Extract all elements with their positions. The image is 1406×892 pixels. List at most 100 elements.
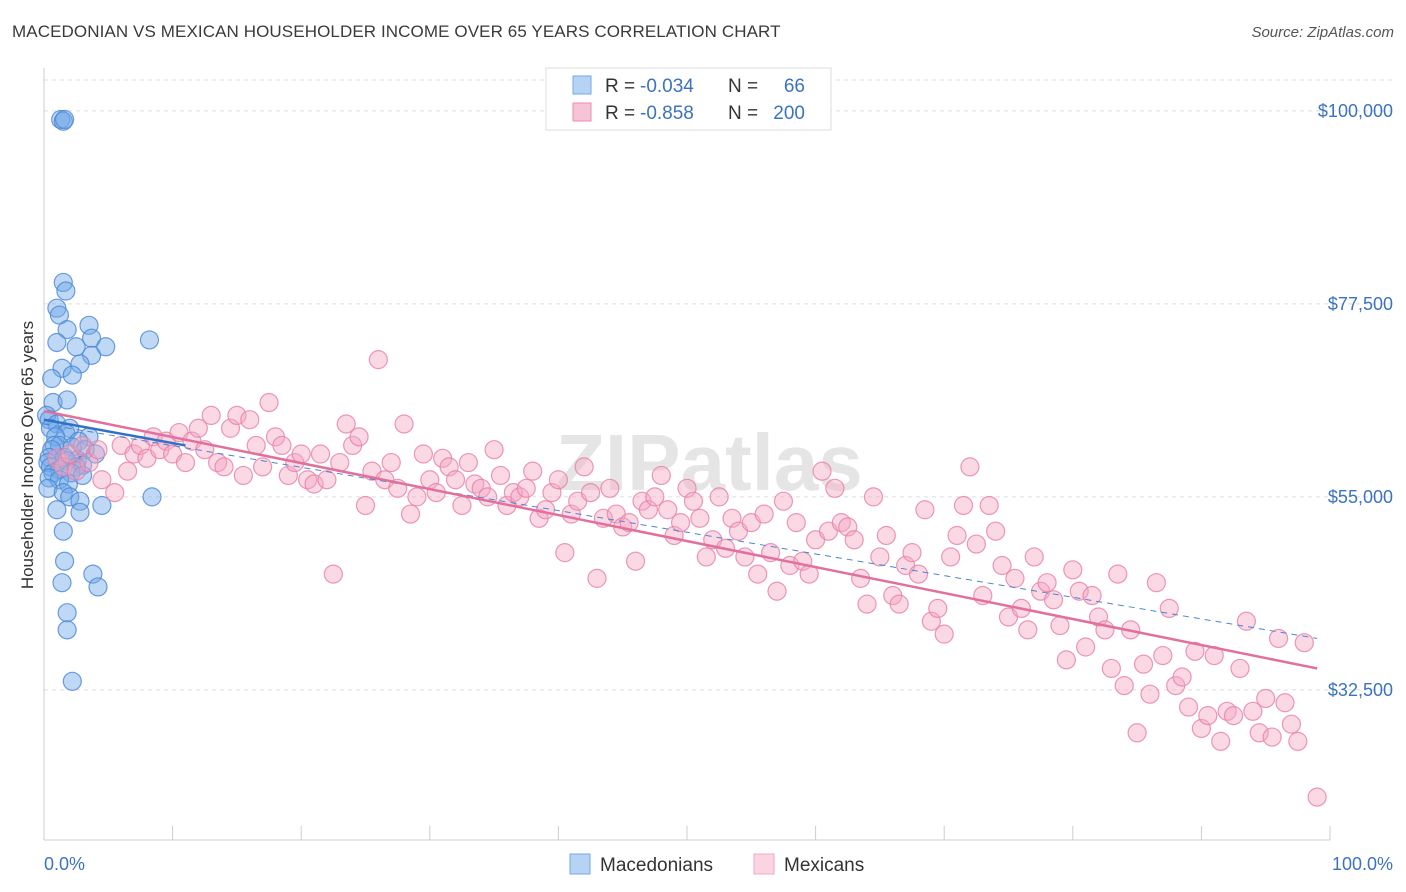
data-point-mexicans xyxy=(516,478,536,498)
data-point-mexicans xyxy=(555,543,575,563)
data-point-mexicans xyxy=(748,564,768,584)
data-point-macedonians xyxy=(70,491,90,511)
data-point-mexicans xyxy=(825,478,845,498)
data-point-mexicans xyxy=(683,491,704,511)
data-point-macedonians xyxy=(38,478,58,498)
data-point-macedonians xyxy=(57,620,77,640)
data-point-mexicans xyxy=(1076,637,1096,657)
data-point-mexicans xyxy=(310,444,331,464)
data-point-mexicans xyxy=(1050,615,1070,636)
legend-r-value: -0.858 xyxy=(640,103,694,124)
data-point-macedonians xyxy=(52,358,72,378)
data-point-mexicans xyxy=(1249,723,1269,743)
data-point-mexicans xyxy=(458,452,478,473)
data-point-mexicans xyxy=(844,530,864,550)
grid-lines xyxy=(44,79,1393,691)
data-point-mexicans xyxy=(336,414,356,434)
data-point-mexicans xyxy=(1223,706,1244,726)
bottom-legend-label: Macedonians xyxy=(600,855,713,876)
data-point-mexicans xyxy=(1024,547,1044,567)
data-point-mexicans xyxy=(253,457,273,477)
data-point-mexicans xyxy=(1178,697,1199,717)
data-point-mexicans xyxy=(88,440,108,460)
data-point-mexicans xyxy=(979,495,999,516)
data-point-mexicans xyxy=(812,461,832,481)
watermark: ZIPatlas xyxy=(556,418,863,507)
data-point-mexicans xyxy=(696,547,716,567)
data-point-mexicans xyxy=(484,440,504,460)
data-point-macedonians xyxy=(70,502,90,522)
data-point-mexicans xyxy=(690,508,710,528)
data-point-macedonians xyxy=(142,487,162,507)
data-point-mexicans xyxy=(651,465,671,486)
data-point-mexicans xyxy=(863,487,884,507)
bottom-legend-swatch xyxy=(569,853,591,875)
data-point-mexicans xyxy=(625,551,646,571)
data-point-mexicans xyxy=(1198,706,1218,726)
data-points xyxy=(36,109,1327,807)
legend-r-value: -0.034 xyxy=(640,76,694,97)
data-point-mexicans xyxy=(323,564,343,584)
y-tick-label: $100,000 xyxy=(1318,101,1393,121)
data-point-mexicans xyxy=(992,555,1012,576)
data-point-mexicans xyxy=(1063,560,1083,580)
y-axis-label: Householder Income Over 65 years xyxy=(18,321,37,589)
data-point-mexicans xyxy=(1281,714,1302,734)
data-point-mexicans xyxy=(1211,731,1231,751)
data-point-macedonians xyxy=(52,573,72,593)
x-tick-label: 100.0% xyxy=(1332,854,1393,874)
data-point-mexicans xyxy=(1256,688,1276,709)
data-point-mexicans xyxy=(535,500,556,520)
data-point-mexicans xyxy=(368,350,388,370)
legend-n-value: 66 xyxy=(784,76,805,97)
data-point-mexicans xyxy=(175,452,196,473)
data-point-mexicans xyxy=(548,470,569,490)
chart-source: Source: ZipAtlas.com xyxy=(1251,24,1394,41)
data-point-mexicans xyxy=(1307,787,1327,807)
data-point-mexicans xyxy=(658,500,678,520)
data-point-mexicans xyxy=(1185,641,1205,661)
x-tick-label: 0.0% xyxy=(44,854,85,874)
legend-n-label: N = xyxy=(728,103,758,124)
data-point-mexicans xyxy=(600,478,620,498)
data-point-macedonians xyxy=(47,332,67,353)
data-point-mexicans xyxy=(1268,628,1289,649)
data-point-mexicans xyxy=(934,624,954,644)
data-point-mexicans xyxy=(1294,633,1314,653)
data-point-mexicans xyxy=(619,513,639,533)
data-point-mexicans xyxy=(1127,723,1147,743)
data-point-mexicans xyxy=(876,525,896,546)
data-point-mexicans xyxy=(645,487,665,507)
trend-line-mexicans xyxy=(43,409,1318,670)
data-point-macedonians xyxy=(57,320,77,340)
data-point-mexicans xyxy=(1133,654,1154,674)
legend: R = -0.034 N = 66 R = -0.858 N = 200 xyxy=(545,67,832,131)
data-point-macedonians xyxy=(81,328,102,348)
data-point-mexicans xyxy=(259,392,279,413)
legend-swatch xyxy=(572,75,592,95)
data-point-macedonians xyxy=(83,564,103,584)
data-point-mexicans xyxy=(754,504,774,524)
data-point-mexicans xyxy=(407,487,427,507)
trend-lines xyxy=(43,409,1318,670)
data-point-mexicans xyxy=(1069,581,1089,601)
data-point-mexicans xyxy=(188,418,208,438)
data-point-macedonians xyxy=(57,603,77,623)
data-point-mexicans xyxy=(767,581,787,601)
data-point-mexicans xyxy=(1108,564,1128,584)
data-point-mexicans xyxy=(902,543,922,563)
legend-n-label: N = xyxy=(728,76,758,97)
data-point-mexicans xyxy=(966,534,986,554)
watermark-text: ZIPatlas xyxy=(556,418,863,507)
data-point-mexicans xyxy=(304,474,324,494)
data-point-mexicans xyxy=(1018,620,1038,640)
data-point-mexicans xyxy=(1037,573,1057,593)
data-point-mexicans xyxy=(953,495,974,516)
data-point-mexicans xyxy=(1153,645,1173,666)
y-tick-label: $32,500 xyxy=(1328,680,1393,700)
data-point-mexicans xyxy=(1288,731,1308,751)
data-point-macedonians xyxy=(57,390,77,410)
data-point-mexicans xyxy=(908,564,929,584)
tick-labels: $100,000 $77,500 $55,000 $32,500 0.0% 100.0% xyxy=(44,101,1393,874)
data-point-mexicans xyxy=(1172,667,1192,687)
